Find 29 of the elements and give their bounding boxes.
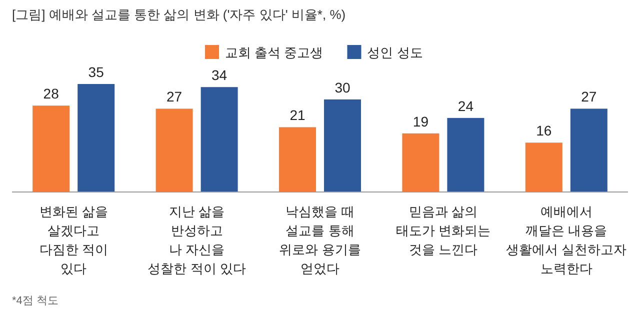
- bar: [447, 118, 484, 192]
- x-tick-label: 지난 삶을 반성하고 나 자신을 성찰한 적이 있다: [148, 204, 246, 276]
- bar: [324, 99, 361, 192]
- bar: [200, 87, 238, 192]
- text: *4점 척도: [12, 295, 58, 307]
- bar: [525, 142, 562, 192]
- bar: [402, 133, 440, 192]
- bar: [78, 84, 115, 192]
- legend-label: 성인 성도: [367, 45, 423, 60]
- bar: [156, 108, 193, 192]
- data-label: 27: [581, 88, 597, 105]
- chart-title: [그림] 예배와 설교를 통한 삶의 변화 ('자주 있다' 비율*, %): [12, 7, 346, 22]
- x-tick-label: 낙심했을 때 설교를 통해 위로와 용기를 얻었다: [279, 204, 361, 276]
- data-label: 28: [43, 86, 60, 102]
- data-label: 34: [212, 67, 228, 84]
- bar: [279, 127, 316, 192]
- data-label: 35: [88, 64, 104, 80]
- data-label: 24: [458, 98, 474, 114]
- x-tick-label: 예배에서 깨달은 내용을 생활에서 실천하고자 노력한다: [506, 204, 627, 276]
- bar: [32, 106, 70, 192]
- legend-label: 교회 출석 중고생: [225, 45, 324, 60]
- x-tick-label: 믿음과 삶의 태도가 변화되는 것을 느낀다: [396, 204, 491, 257]
- data-label: 30: [334, 79, 350, 96]
- bar: [570, 108, 608, 192]
- data-label: 27: [166, 88, 182, 105]
- data-label: 21: [290, 107, 306, 124]
- x-tick-label: 변화된 삶을 살겠다고 다짐한 적이 있다: [39, 204, 108, 276]
- data-label: 19: [412, 113, 429, 130]
- data-label: 16: [536, 122, 552, 139]
